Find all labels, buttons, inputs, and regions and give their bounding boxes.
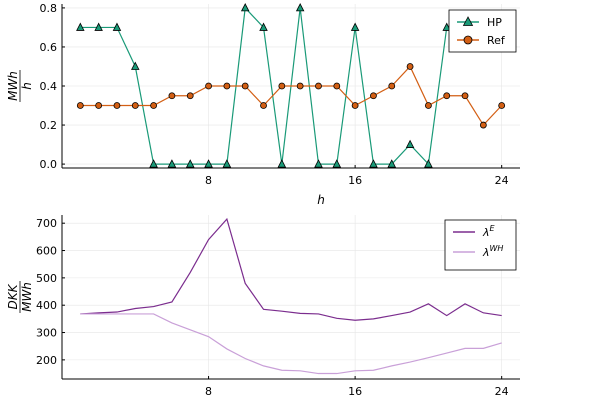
- y-tick-label: 600: [36, 245, 57, 258]
- y-axis-label-denominator: h: [20, 82, 34, 90]
- y-axis-label-denominator: MWh: [20, 282, 34, 312]
- data-point: [351, 102, 359, 109]
- data-point: [168, 92, 176, 100]
- y-tick-label: 0.2: [40, 119, 58, 132]
- data-point: [186, 92, 194, 100]
- x-tick-label: 24: [495, 385, 509, 398]
- data-point: [332, 159, 342, 168]
- y-tick-label: 300: [36, 327, 57, 340]
- data-point: [223, 82, 231, 90]
- data-point: [498, 102, 506, 109]
- y-axis-label-numerator: DKK: [6, 283, 20, 309]
- legend: λE λWH: [444, 219, 517, 271]
- x-axis-label: h: [317, 193, 325, 207]
- data-point: [131, 61, 140, 70]
- data-point: [350, 22, 360, 31]
- data-point: [260, 102, 267, 109]
- legend-box: [444, 219, 517, 271]
- series-line: [80, 217, 502, 321]
- data-point: [424, 159, 433, 168]
- legend-label: λE: [482, 224, 496, 239]
- data-point: [76, 22, 85, 31]
- legend-box: [448, 9, 517, 53]
- data-point: [167, 159, 177, 168]
- y-axis-label-numerator: MWh: [6, 71, 20, 101]
- data-point: [277, 159, 287, 168]
- data-point: [241, 82, 249, 90]
- x-tick-label: 8: [205, 174, 212, 187]
- y-axis-label: MWh h: [6, 70, 34, 102]
- data-point: [94, 22, 103, 31]
- data-point: [406, 63, 414, 70]
- data-point: [370, 92, 377, 100]
- x-tick-label: 16: [348, 385, 362, 398]
- data-point: [240, 3, 250, 12]
- data-point: [296, 82, 304, 90]
- legend-label: λWH: [482, 244, 503, 259]
- data-point: [295, 3, 305, 12]
- y-tick-label: 200: [36, 354, 57, 367]
- data-point: [259, 22, 268, 31]
- data-point: [185, 159, 195, 168]
- y-tick-label: 0.6: [40, 41, 58, 54]
- data-point: [315, 82, 322, 90]
- legend-marker: [463, 35, 473, 45]
- legend-marker: [462, 16, 474, 26]
- x-tick-label: 16: [348, 174, 362, 187]
- data-point: [278, 82, 286, 90]
- data-point: [443, 92, 451, 100]
- data-point: [149, 159, 158, 168]
- data-point: [387, 159, 397, 168]
- data-point: [76, 102, 84, 109]
- data-point: [333, 82, 341, 90]
- data-point: [442, 22, 451, 31]
- series-2: [76, 63, 506, 129]
- data-point: [205, 82, 212, 90]
- y-tick-label: 0.0: [40, 158, 58, 171]
- data-point: [424, 102, 432, 109]
- data-point: [150, 102, 158, 109]
- x-tick-label: 8: [205, 385, 212, 398]
- x-tick-label: 24: [495, 174, 509, 187]
- data-point: [405, 139, 415, 148]
- data-point: [113, 102, 121, 109]
- series-line: [80, 313, 502, 375]
- y-tick-label: 0.8: [40, 2, 58, 15]
- y-tick-label: 700: [36, 217, 57, 230]
- data-point: [95, 102, 103, 109]
- data-point: [314, 159, 323, 168]
- y-axis-label: DKK MWh: [6, 281, 34, 313]
- data-point: [112, 22, 122, 31]
- data-point: [222, 159, 232, 168]
- data-point: [369, 159, 378, 168]
- legend: HP Ref: [448, 9, 517, 53]
- legend-label: Ref: [487, 34, 506, 47]
- chart-panel-2: 8 16 24 200 300 400 500 600 700 DKK MWh λE λWH: [6, 215, 520, 398]
- y-tick-label: 0.4: [40, 80, 58, 93]
- series-line: [80, 65, 503, 127]
- y-tick-label: 400: [36, 299, 57, 312]
- data-point: [461, 92, 469, 100]
- data-point: [388, 82, 396, 90]
- data-point: [204, 159, 213, 168]
- y-tick-label: 500: [36, 272, 57, 285]
- legend-label: HP: [487, 16, 502, 29]
- series-1: [80, 217, 502, 321]
- data-point: [131, 102, 139, 109]
- data-point: [479, 121, 487, 129]
- series-2: [80, 313, 502, 375]
